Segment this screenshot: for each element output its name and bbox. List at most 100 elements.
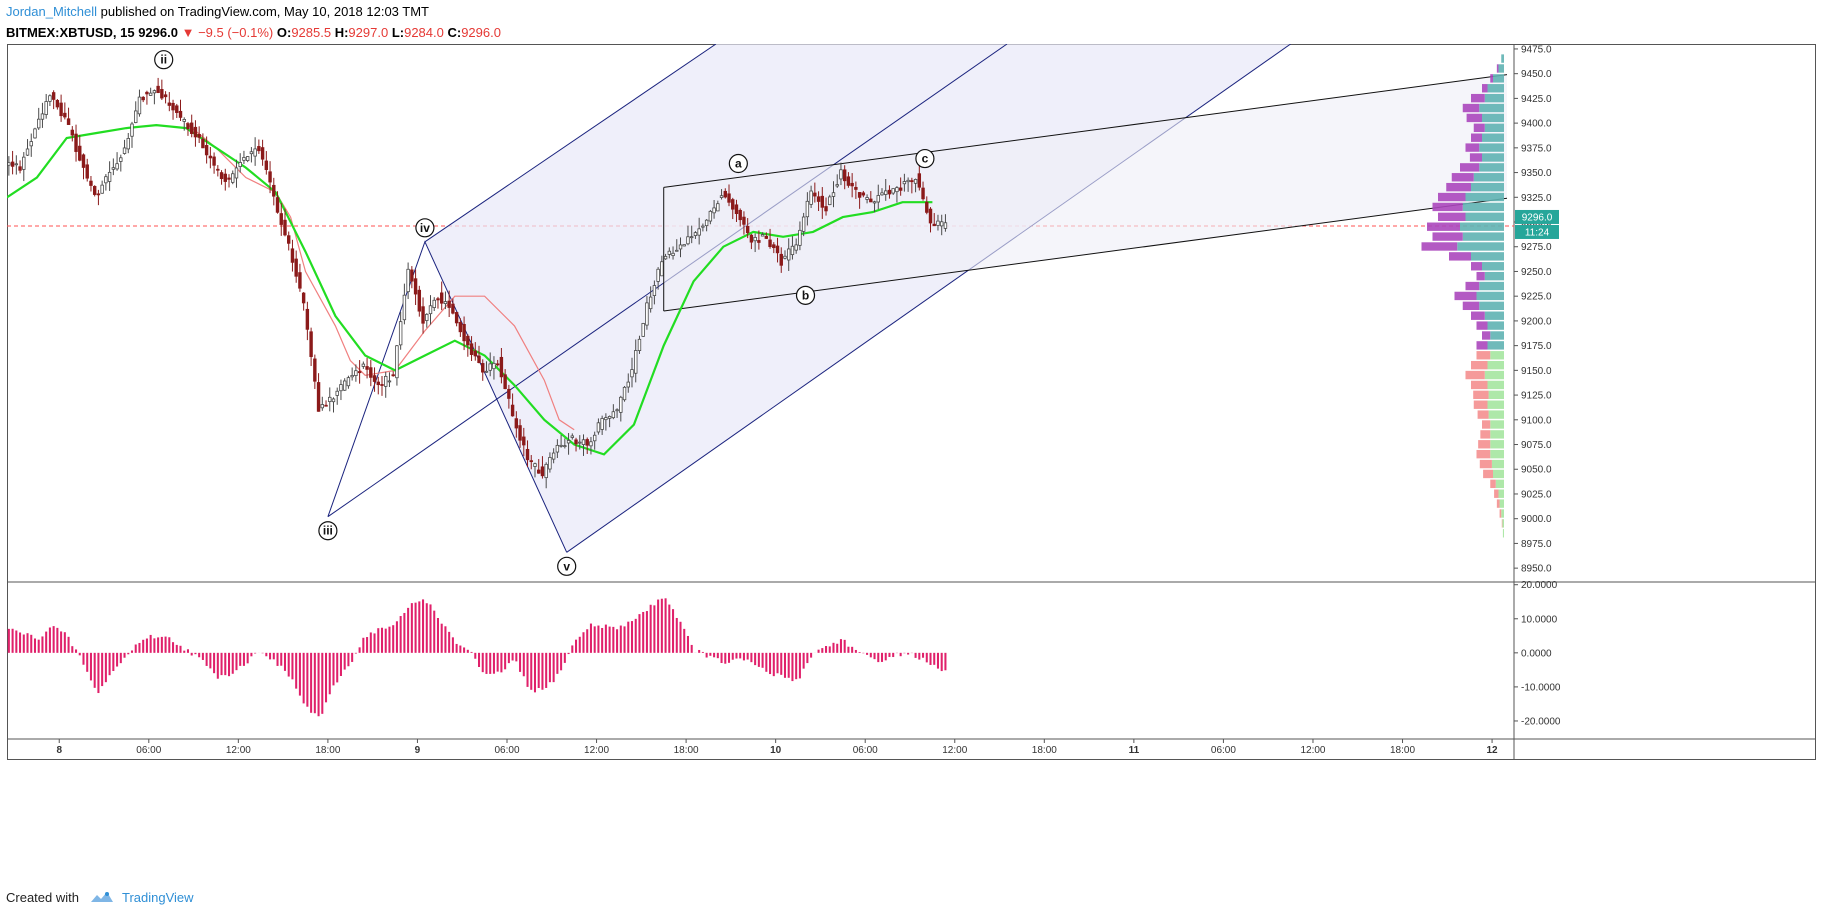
candle-body — [749, 234, 754, 243]
candle-body — [369, 367, 373, 378]
candle-body — [559, 444, 563, 447]
volume-profile-bar — [1490, 420, 1504, 429]
price-axis-label: 9400.0 — [1521, 119, 1552, 130]
candle-body — [14, 163, 19, 166]
high-label: H: — [334, 25, 349, 40]
candle-body — [96, 193, 101, 196]
candle-body — [499, 356, 504, 378]
volume-profile-bar — [1479, 281, 1504, 291]
candle-body — [130, 123, 134, 137]
volume-profile-bar — [1477, 410, 1489, 419]
candle-body — [171, 102, 175, 111]
price-axis-label: 9025.0 — [1521, 489, 1552, 500]
candle-body — [428, 305, 433, 315]
candle-body — [167, 102, 172, 106]
candle-body — [831, 192, 836, 197]
candle-body — [898, 187, 903, 191]
chart-frame[interactable]: ii iii iv v a b c 9475.0 9450.0 9425.0 9400.0 9375… — [6, 43, 1817, 880]
abc-channel-upper-line — [663, 74, 1508, 188]
price-axis-label: 9150.0 — [1521, 366, 1552, 377]
candle-body — [384, 375, 388, 387]
candle-body — [466, 335, 470, 346]
abc-channel-fill — [663, 74, 1507, 312]
candle-body — [301, 292, 306, 304]
candle-body — [585, 439, 589, 446]
volume-profile-bar — [1502, 519, 1504, 528]
volume-profile-bar — [1483, 469, 1493, 479]
candle-body — [846, 176, 851, 186]
volume-profile-bar — [1501, 54, 1504, 63]
candle-body — [242, 157, 246, 161]
candle-body — [328, 396, 332, 402]
wave-label-circle — [415, 218, 435, 238]
volume-profile-bar — [1487, 321, 1504, 330]
candle-body — [686, 236, 690, 245]
candle-body — [854, 186, 858, 190]
candle-body — [637, 338, 642, 351]
volume-profile-bar — [1499, 499, 1504, 508]
candle-body — [48, 95, 52, 102]
candle-body — [260, 147, 265, 160]
volume-profile-bar — [1479, 301, 1504, 311]
candle-body — [313, 358, 317, 382]
volume-profile-bar — [1462, 232, 1504, 241]
candle-body — [104, 176, 108, 184]
candle-body — [798, 229, 802, 246]
price-axis-label: 9200.0 — [1521, 316, 1552, 327]
oscillator-axis-label: -10.0000 — [1521, 682, 1561, 693]
candle-body — [204, 145, 209, 156]
candle-body — [410, 269, 414, 282]
price-axis-label: 8975.0 — [1521, 539, 1552, 550]
volume-profile-bar — [1501, 519, 1503, 528]
candle-body — [432, 299, 436, 308]
wave-label-text: a — [735, 157, 742, 171]
volume-profile-bar — [1479, 163, 1504, 172]
candle-body — [936, 220, 940, 226]
volume-profile-bar — [1487, 400, 1504, 409]
candle-body — [406, 268, 410, 293]
volume-profile-bar — [1490, 331, 1504, 340]
candle-body — [335, 390, 339, 396]
candle-body — [768, 239, 772, 247]
volume-profile-bar — [1493, 469, 1504, 479]
candle-body — [589, 441, 593, 447]
volume-profile-bar — [1487, 360, 1504, 370]
close-label: C: — [447, 25, 462, 40]
candle-body — [693, 232, 698, 236]
author-link[interactable]: Jordan_Mitchell — [6, 4, 98, 19]
volume-profile-bar — [1498, 489, 1504, 498]
candle-body — [70, 129, 75, 136]
candle-body — [208, 155, 213, 159]
volume-profile-bar — [1451, 173, 1474, 182]
candle-body — [626, 381, 630, 388]
wave-label-circle — [728, 153, 748, 174]
candle-body — [234, 167, 239, 179]
candle-body — [917, 173, 922, 188]
wave-label-text: ii — [160, 53, 167, 67]
tradingview-brand[interactable]: TradingView — [122, 890, 194, 905]
candle-body — [716, 203, 720, 212]
volume-profile-bar — [1432, 202, 1463, 212]
wave-label-iv: iv — [415, 218, 435, 238]
candle-body — [25, 148, 30, 156]
volume-profile-bar — [1501, 509, 1504, 518]
volume-profile-bar — [1457, 242, 1504, 251]
candle-body — [339, 384, 343, 392]
candle-body — [186, 123, 190, 130]
volume-profile-bar — [1490, 351, 1504, 360]
volume-profile-bar — [1484, 271, 1504, 281]
candle-body — [510, 404, 515, 417]
candle-body — [910, 180, 914, 183]
candle-body — [148, 92, 153, 96]
candle-body — [570, 435, 575, 438]
candle-body — [100, 184, 104, 194]
candle-body — [398, 321, 403, 346]
candle-body — [417, 289, 422, 312]
candle-body — [719, 195, 724, 198]
candle-body — [906, 179, 910, 183]
candle-body — [387, 380, 392, 383]
volume-profile-bar — [1466, 113, 1482, 123]
volume-profile-bar — [1496, 499, 1500, 508]
volume-profile-bar — [1460, 222, 1504, 231]
